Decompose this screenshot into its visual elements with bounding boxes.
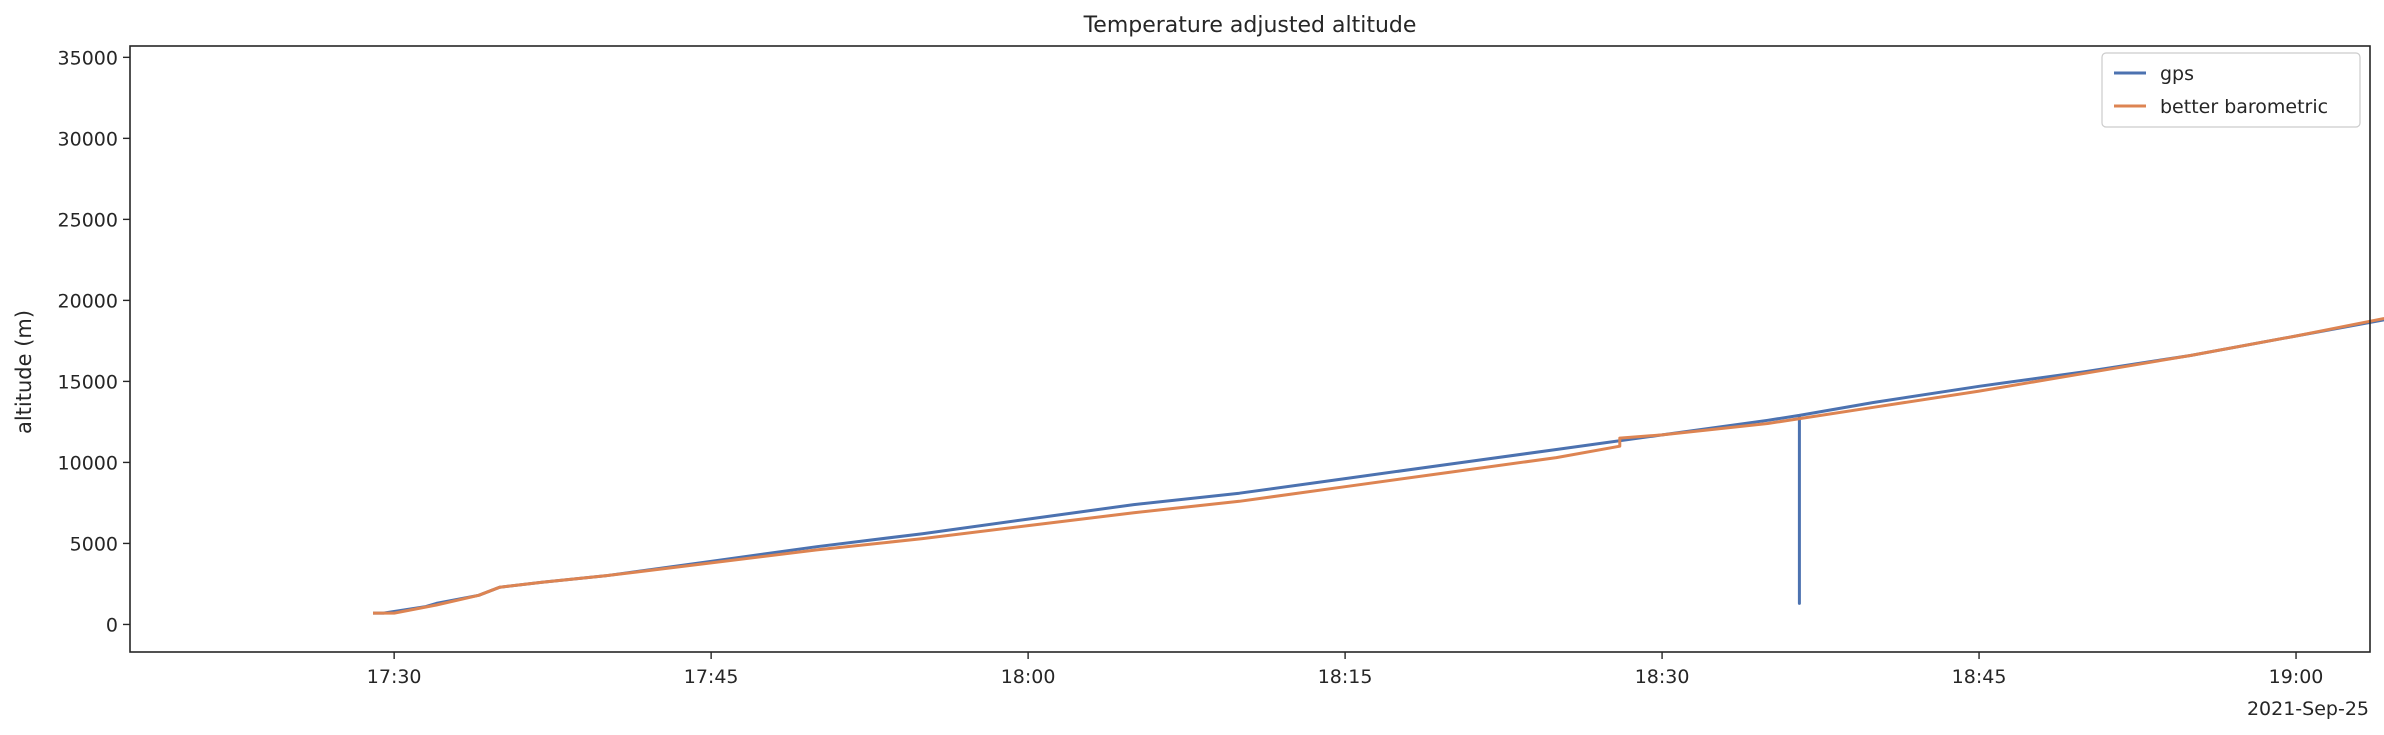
plot-frame [129,45,2371,653]
y-tick-label: 0 [106,614,118,636]
x-axis: 17:3017:4518:0018:1518:3018:4519:0019:15… [367,652,2324,688]
x-tick-label: 18:30 [1635,666,1690,688]
series-layer [373,316,2384,615]
y-tick-label: 35000 [58,47,118,69]
y-axis: 0 5000 10000 15000 20000 25000 30000 35000 [58,47,130,636]
x-tick-label: 17:45 [684,666,739,688]
x-offset-label: 2021-Sep-25 [2247,698,2369,720]
series-line-gps [373,318,2384,615]
legend-label-gps: gps [2160,63,2194,85]
x-tick-label: 18:00 [1001,666,1056,688]
chart-title: Temperature adjusted altitude [1083,13,1417,38]
x-tick-label: 18:45 [1952,666,2007,688]
y-tick-label: 20000 [58,290,118,312]
y-tick-label: 5000 [70,533,118,555]
legend-label-better-barometric: better barometric [2160,96,2328,118]
legend[interactable]: gps better barometric [2101,52,2361,128]
y-tick-label: 15000 [58,371,118,393]
x-tick-label: 17:30 [367,666,422,688]
y-tick-label: 30000 [58,128,118,150]
legend-frame [2101,52,2361,128]
y-axis-label: altitude (m) [12,310,36,434]
x-tick-label: 18:15 [1318,666,1373,688]
x-tick-label: 19:00 [2269,666,2324,688]
series-line-better-barometric [373,316,2384,615]
y-tick-label: 25000 [58,209,118,231]
y-tick-label: 10000 [58,452,118,474]
